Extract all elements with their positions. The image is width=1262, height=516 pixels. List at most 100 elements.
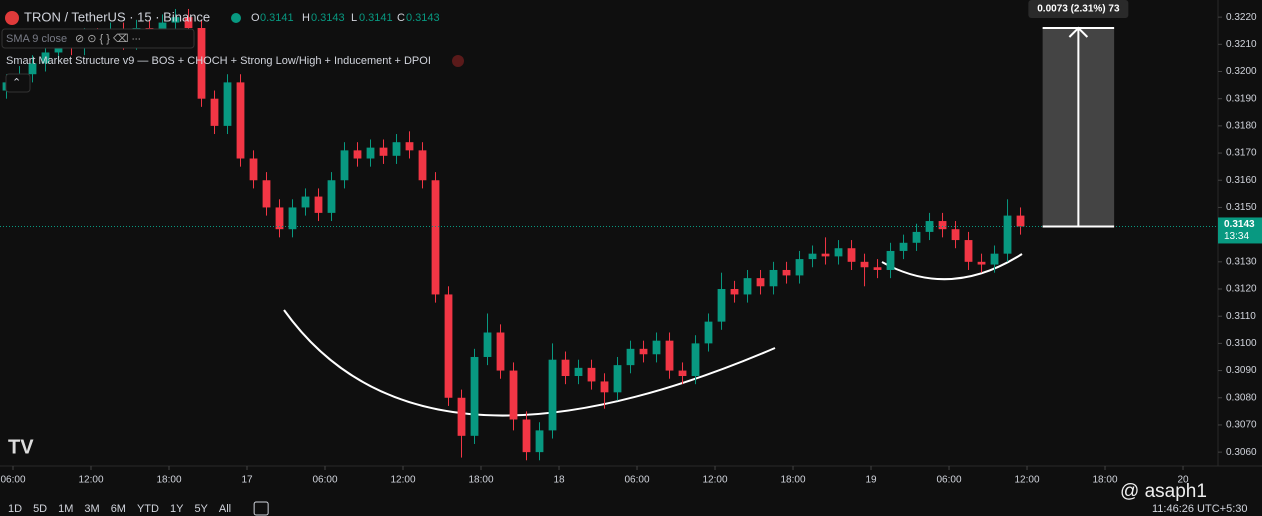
candle-body bbox=[951, 229, 960, 241]
candle-body bbox=[535, 430, 544, 453]
indicator-title[interactable]: Smart Market Structure v9 — BOS + CHOCH … bbox=[6, 55, 431, 67]
candle-body bbox=[990, 253, 999, 265]
y-tick-label: 0.3170 bbox=[1226, 148, 1257, 159]
candle-body bbox=[158, 22, 167, 34]
warning-icon[interactable] bbox=[452, 55, 464, 67]
candle-body bbox=[561, 359, 570, 377]
candle-body bbox=[236, 82, 245, 159]
candle-body bbox=[613, 365, 622, 393]
candle-body bbox=[873, 267, 882, 270]
ohlc-label: O bbox=[251, 12, 260, 24]
candle-body bbox=[1003, 215, 1012, 254]
range-button[interactable]: 1D bbox=[8, 503, 22, 515]
candle-body bbox=[704, 321, 713, 344]
candle-body bbox=[548, 359, 557, 431]
collapse-button[interactable] bbox=[5, 73, 31, 93]
candle-body bbox=[964, 240, 973, 262]
candle-body bbox=[483, 332, 492, 357]
candle-body bbox=[288, 207, 297, 230]
ohlc-value: 0.3143 bbox=[311, 12, 345, 24]
x-tick-label: 18:00 bbox=[781, 475, 806, 486]
sma-label[interactable]: SMA 9 close bbox=[6, 33, 67, 45]
candle-body bbox=[808, 253, 817, 260]
range-button[interactable]: 5Y bbox=[194, 503, 208, 515]
candle-body bbox=[509, 370, 518, 420]
range-button[interactable]: All bbox=[219, 503, 231, 515]
candle-body bbox=[431, 180, 440, 295]
x-tick-label: 06:00 bbox=[937, 475, 962, 486]
candle-body bbox=[860, 261, 869, 268]
candle-body bbox=[730, 289, 739, 295]
candle-body bbox=[587, 367, 596, 382]
ohlc-value: 0.3141 bbox=[260, 12, 294, 24]
candle-body bbox=[691, 343, 700, 377]
y-tick-label: 0.3130 bbox=[1226, 256, 1257, 267]
candle-body bbox=[275, 207, 284, 230]
indicator-pill[interactable] bbox=[1, 28, 195, 49]
x-tick-label: 19 bbox=[865, 475, 877, 486]
candle-body bbox=[665, 340, 674, 371]
candle-body bbox=[925, 221, 934, 232]
candle-body bbox=[717, 289, 726, 322]
range-button[interactable]: YTD bbox=[137, 503, 159, 515]
x-tick-label: 06:00 bbox=[625, 475, 650, 486]
x-tick-label: 06:00 bbox=[312, 475, 337, 486]
candle-body bbox=[795, 259, 804, 276]
y-tick-label: 0.3060 bbox=[1226, 447, 1257, 458]
x-tick-label: 12:00 bbox=[390, 475, 415, 486]
x-tick-label: 06:00 bbox=[0, 475, 25, 486]
candle-body bbox=[41, 52, 50, 64]
x-tick-label: 18:00 bbox=[1093, 475, 1118, 486]
candle-body bbox=[600, 381, 609, 393]
last-price-tag bbox=[1218, 217, 1262, 244]
candle-body bbox=[392, 142, 401, 156]
y-tick-label: 0.3100 bbox=[1226, 338, 1257, 349]
candle-body bbox=[301, 196, 310, 208]
x-tick-label: 20 bbox=[1177, 475, 1189, 486]
y-tick-label: 0.3110 bbox=[1226, 311, 1256, 322]
y-tick-label: 0.3080 bbox=[1226, 392, 1257, 403]
ohlc-value: 0.3143 bbox=[406, 12, 440, 24]
indicator-icons[interactable]: ⊘ ⊙ { } ⌫ ∙∙∙ bbox=[75, 33, 141, 45]
y-tick-label: 0.3120 bbox=[1226, 284, 1257, 295]
range-button[interactable]: 1Y bbox=[170, 503, 184, 515]
y-tick-label: 0.3210 bbox=[1226, 39, 1257, 50]
candle-body bbox=[470, 356, 479, 436]
candle-body bbox=[1016, 215, 1025, 227]
ohlc-value: 0.3141 bbox=[359, 12, 393, 24]
x-tick-label: 12:00 bbox=[78, 475, 103, 486]
date-range-button[interactable] bbox=[253, 501, 269, 516]
x-tick-label: 12:00 bbox=[703, 475, 728, 486]
ohlc-label: C bbox=[397, 12, 405, 24]
candle-body bbox=[184, 17, 193, 29]
candle-body bbox=[171, 17, 180, 23]
x-tick-label: 18 bbox=[553, 475, 565, 486]
candle-body bbox=[457, 397, 466, 436]
candle-body bbox=[366, 147, 375, 159]
candle-body bbox=[574, 367, 583, 377]
y-tick-label: 0.3220 bbox=[1226, 12, 1257, 23]
measure-label: 0.0073 (2.31%) 73 bbox=[1037, 4, 1120, 15]
candle-body bbox=[639, 348, 648, 355]
candle-body bbox=[821, 253, 830, 257]
candle-body bbox=[834, 248, 843, 257]
candle-body bbox=[405, 142, 414, 151]
x-tick-label: 18:00 bbox=[156, 475, 181, 486]
range-button[interactable]: 6M bbox=[111, 503, 126, 515]
candle-body bbox=[418, 150, 427, 181]
candle-body bbox=[912, 231, 921, 243]
candle-body bbox=[379, 147, 388, 156]
range-button[interactable]: 3M bbox=[84, 503, 99, 515]
collapse-icon[interactable]: ⌃ bbox=[12, 77, 21, 89]
ohlc-label: L bbox=[351, 12, 357, 24]
y-tick-label: 0.3190 bbox=[1226, 93, 1257, 104]
candle-body bbox=[444, 294, 453, 398]
symbol-icon bbox=[5, 11, 19, 25]
y-tick-label: 0.3150 bbox=[1226, 202, 1257, 213]
range-button[interactable]: 1M bbox=[58, 503, 73, 515]
measure-label-bg bbox=[1028, 0, 1129, 19]
range-button[interactable]: 5D bbox=[33, 503, 47, 515]
symbol-title[interactable]: TRON / TetherUS · 15 · Binance bbox=[24, 9, 210, 24]
candle-body bbox=[327, 180, 336, 213]
last-price-label: 0.3143 bbox=[1224, 219, 1255, 230]
